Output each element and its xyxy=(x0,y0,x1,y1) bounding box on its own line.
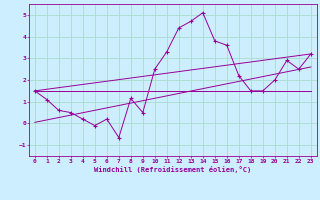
X-axis label: Windchill (Refroidissement éolien,°C): Windchill (Refroidissement éolien,°C) xyxy=(94,166,252,173)
